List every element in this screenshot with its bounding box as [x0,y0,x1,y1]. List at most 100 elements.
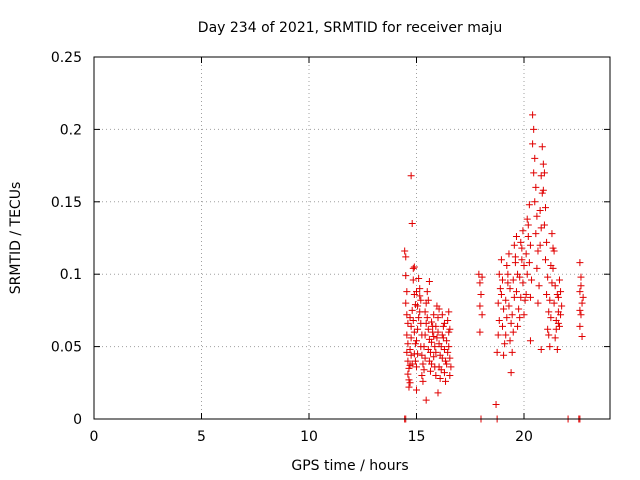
data-point [440,319,448,327]
data-point [577,282,585,290]
data-point [406,314,414,322]
data-point [535,282,543,290]
data-point [549,264,557,272]
data-point [557,288,565,296]
data-point [532,183,540,191]
data-point [446,354,454,362]
data-point [509,276,517,284]
x-tick-label: 10 [300,429,318,445]
data-point [576,322,584,330]
data-point [499,276,506,284]
data-point [428,338,436,346]
data-point [425,277,433,285]
data-point [552,325,560,333]
data-point [419,377,427,385]
data-point [529,111,537,119]
data-point [423,314,431,322]
data-point [537,224,545,232]
data-point [545,308,553,316]
data-point [407,172,415,180]
data-point [555,322,563,330]
data-point [553,345,561,353]
data-point [550,247,558,255]
data-point [515,305,523,313]
data-point [414,302,422,310]
data-point [538,143,546,151]
data-point [518,244,526,252]
data-point [438,311,446,319]
data-point [411,340,419,348]
data-point [531,198,539,206]
data-point [507,369,515,377]
data-point [533,264,541,272]
data-point [438,354,446,362]
data-point [440,345,448,353]
data-point [422,319,430,327]
data-point [512,233,520,241]
data-point [440,369,448,377]
data-point [502,296,510,304]
data-point [577,273,585,281]
data-point [431,343,439,351]
data-point [522,290,530,298]
data-point [518,256,526,264]
data-point [542,256,549,264]
chart-title: Day 234 of 2021, SRMTID for receiver maj… [198,20,502,36]
data-point [529,140,537,148]
data-point [445,308,453,316]
data-point [540,169,548,177]
data-point [495,317,503,325]
data-point [538,189,546,197]
data-point [477,290,485,298]
data-point [410,328,418,336]
data-point [424,325,432,333]
data-point [401,247,409,255]
data-point [420,343,428,351]
data-point [522,250,530,258]
data-point [517,238,525,246]
y-tick-label: 0.2 [60,122,82,138]
data-point [523,270,531,278]
data-point [502,331,510,339]
data-point [476,279,484,287]
data-point [423,288,431,296]
data-point [523,215,531,223]
data-point [526,337,534,345]
data-point [421,308,429,316]
data-point [402,253,410,261]
data-point [536,206,544,214]
data-point [554,293,562,301]
data-point [578,332,586,340]
data-point [492,401,500,409]
data-point [437,366,445,374]
data-point [430,353,438,361]
data-point [476,328,484,336]
data-point [436,374,444,382]
data-point [548,279,556,287]
grid-lines [94,57,610,419]
data-point [540,221,548,229]
data-point [444,348,452,356]
data-point [442,377,450,385]
data-point [442,357,450,365]
data-point [413,386,420,394]
data-point [415,314,423,322]
data-point [428,318,436,326]
data-point [516,273,524,281]
data-point [411,357,419,365]
data-point [534,247,542,255]
data-point [407,334,415,342]
data-point [408,220,416,228]
data-point [512,288,520,296]
data-point [432,322,440,330]
data-point [504,270,512,278]
data-point [413,288,420,296]
data-point [416,285,424,293]
data-point [437,343,445,351]
data-point [444,317,452,325]
data-point [554,319,562,327]
data-point [509,328,517,336]
data-point [404,340,412,348]
data-point [516,314,524,322]
data-point [430,311,438,319]
